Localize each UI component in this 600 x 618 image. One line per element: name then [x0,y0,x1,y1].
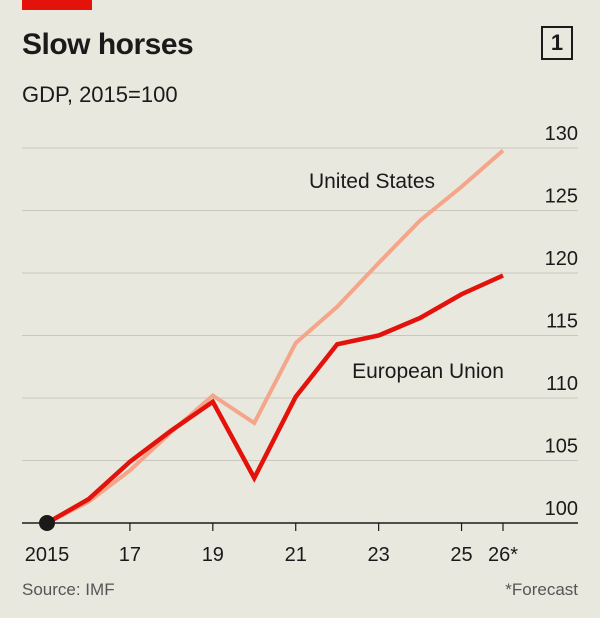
y-tick-label-105: 105 [545,436,578,458]
x-tick-label-2019: 19 [202,544,224,566]
annotations: United States European Union [309,170,504,383]
x-tick-label-2015: 2015 [25,544,70,566]
series-line-united-states [46,148,505,525]
x-tick-label-2025: 25 [450,544,472,566]
forecast-note: *Forecast [505,580,578,599]
x-tick-label-2023: 23 [368,544,390,566]
x-tick-label-2026: 26* [488,544,518,566]
chart-title: Slow horses [22,28,194,61]
series-label-united-states: United States [309,170,435,193]
y-tick-label-130: 130 [545,123,578,145]
grid-lines [22,147,578,461]
series-line-european-union [45,273,504,525]
accent-bar [22,0,92,10]
y-tick-label-100: 100 [545,498,578,520]
source-note: Source: IMF [22,580,115,599]
x-tick-label-2021: 21 [285,544,307,566]
x-tick-label-2017: 17 [119,544,141,566]
y-tick-label-120: 120 [545,248,578,270]
y-tick-label-110: 110 [546,373,578,395]
series-label-european-union: European Union [352,360,504,383]
chart-number-badge: 1 [541,26,573,60]
x-axis: 2015 17 19 21 23 25 26* [22,522,578,566]
chart-subtitle: GDP, 2015=100 [22,82,178,107]
y-tick-label-115: 115 [546,311,578,333]
series-lines [39,148,505,531]
y-axis-labels: 100 105 110 115 120 125 130 [545,123,578,520]
y-tick-label-125: 125 [545,186,578,208]
